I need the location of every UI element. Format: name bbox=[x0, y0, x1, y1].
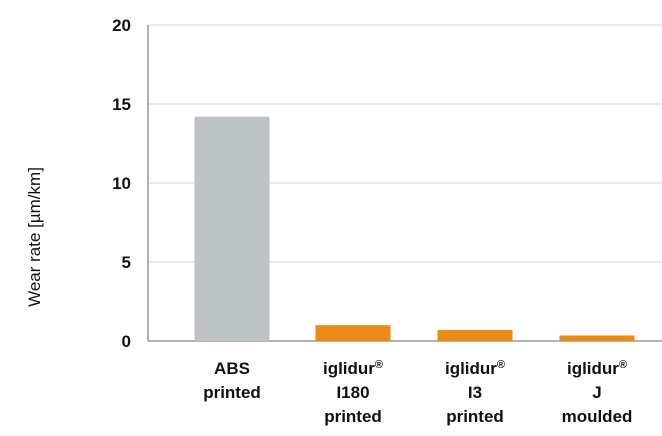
y-tick-label: 0 bbox=[122, 332, 131, 351]
category-label: J bbox=[592, 383, 601, 402]
category-label: iglidur® bbox=[445, 359, 505, 378]
y-tick-label: 15 bbox=[112, 95, 131, 114]
y-tick-label: 5 bbox=[122, 253, 131, 272]
bars bbox=[194, 116, 635, 341]
category-label: printed bbox=[203, 383, 261, 402]
y-tick-label: 20 bbox=[112, 16, 131, 35]
category-label: printed bbox=[324, 407, 382, 426]
y-tick-labels: 0 5 10 15 20 bbox=[112, 16, 131, 351]
category-label: I180 bbox=[336, 383, 369, 402]
y-tick-label: 10 bbox=[112, 174, 131, 193]
category-label: iglidur® bbox=[323, 359, 383, 378]
y-axis-title: Wear rate [µm/km] bbox=[25, 167, 44, 307]
bar bbox=[194, 116, 270, 341]
bar bbox=[315, 325, 391, 341]
category-label: printed bbox=[446, 407, 504, 426]
bar bbox=[437, 329, 513, 341]
category-label: moulded bbox=[562, 407, 633, 426]
category-label: I3 bbox=[468, 383, 482, 402]
bar bbox=[559, 335, 635, 341]
category-labels: ABS printed iglidur® I180 printed iglidur® I3 p… bbox=[203, 359, 632, 426]
category-label: ABS bbox=[214, 359, 250, 378]
category-label: iglidur® bbox=[567, 359, 627, 378]
